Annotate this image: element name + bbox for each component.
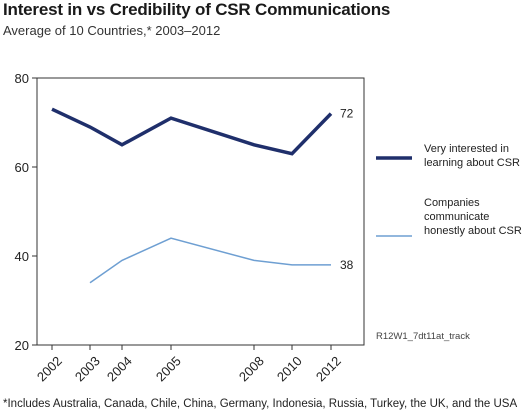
- x-tick-label: 2005: [153, 353, 184, 384]
- legend-label: learning about CSR: [424, 157, 520, 169]
- x-tick-label: 2004: [104, 353, 135, 384]
- x-tick-label: 2002: [34, 353, 65, 384]
- x-tick-label: 2012: [313, 353, 344, 384]
- legend-label: communicate: [424, 211, 489, 223]
- legend: Very interested in learning about CSR Comp…: [376, 143, 522, 237]
- y-tick-label: 20: [15, 338, 29, 353]
- plot-frame: [36, 77, 365, 346]
- legend-label: Companies: [424, 197, 480, 209]
- chart-title: Interest in vs Credibility of CSR Commun…: [3, 0, 391, 19]
- footnote: *Includes Australia, Canada, Chile, Chin…: [3, 398, 518, 410]
- end-label-2: 38: [340, 258, 354, 272]
- series-line-1: [51, 107, 333, 156]
- x-tick-label: 2008: [236, 353, 267, 384]
- y-tick-label: 40: [15, 249, 29, 264]
- x-tick-label: 2003: [72, 353, 103, 384]
- y-tick-label: 80: [15, 71, 29, 86]
- source-code: R12W1_7dt11at_track: [376, 331, 470, 342]
- legend-label: honestly about CSR: [424, 225, 522, 237]
- legend-label: Very interested in: [424, 143, 509, 155]
- y-tick-label: 60: [15, 160, 29, 175]
- end-label-1: 72: [340, 107, 354, 121]
- series-line-2: [89, 237, 331, 284]
- x-tick-label: 2010: [274, 353, 305, 384]
- series-lines: [51, 107, 333, 284]
- end-labels: 72 38: [340, 107, 354, 272]
- chart-subtitle: Average of 10 Countries,* 2003–2012: [3, 23, 221, 38]
